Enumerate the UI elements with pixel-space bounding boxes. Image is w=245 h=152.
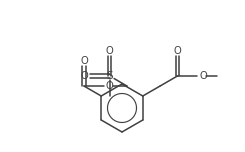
Text: O: O xyxy=(106,45,113,55)
Text: O: O xyxy=(80,55,88,66)
Text: O: O xyxy=(199,71,207,81)
Text: O: O xyxy=(106,81,113,91)
Text: O: O xyxy=(80,71,88,81)
Text: O: O xyxy=(173,45,181,55)
Text: S: S xyxy=(106,71,113,81)
